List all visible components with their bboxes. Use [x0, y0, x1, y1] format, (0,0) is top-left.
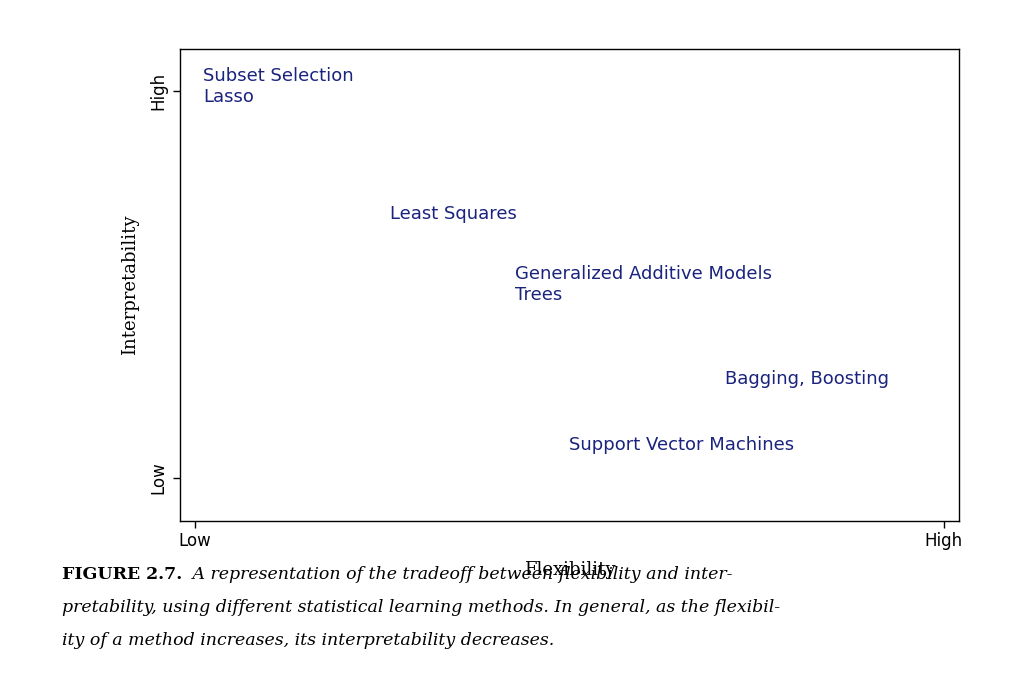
X-axis label: Flexibility: Flexibility	[523, 561, 616, 579]
Text: Bagging, Boosting: Bagging, Boosting	[725, 370, 890, 388]
Text: pretability, using different statistical learning methods. In general, as the fl: pretability, using different statistical…	[62, 599, 780, 616]
Text: Subset Selection
Lasso: Subset Selection Lasso	[203, 67, 354, 105]
Text: Least Squares: Least Squares	[390, 205, 517, 223]
Text: A representation of the tradeoff between flexibility and inter-: A representation of the tradeoff between…	[187, 566, 733, 582]
Y-axis label: Interpretability: Interpretability	[121, 214, 139, 355]
Text: Support Vector Machines: Support Vector Machines	[569, 436, 794, 454]
Text: FIGURE 2.7.: FIGURE 2.7.	[62, 566, 182, 582]
Text: Generalized Additive Models
Trees: Generalized Additive Models Trees	[515, 265, 772, 304]
Text: ity of a method increases, its interpretability decreases.: ity of a method increases, its interpret…	[62, 632, 554, 649]
